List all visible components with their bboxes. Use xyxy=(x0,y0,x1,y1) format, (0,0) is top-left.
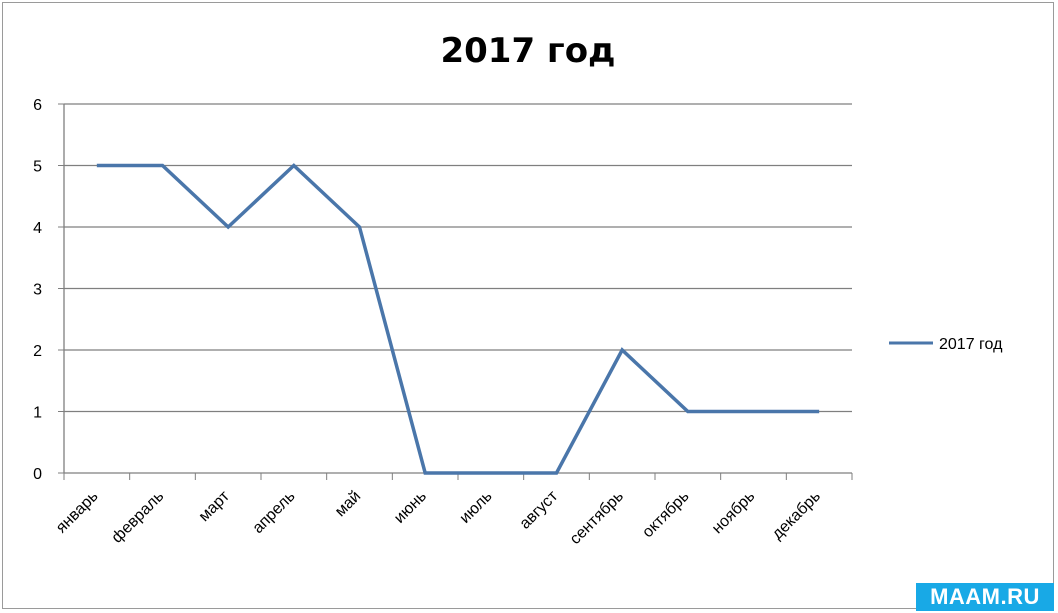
x-tick-label-март: март xyxy=(196,487,234,525)
x-tick-label-февраль: февраль xyxy=(109,488,168,547)
x-tick-label-октябрь: октябрь xyxy=(639,488,692,541)
y-tick-label-2: 2 xyxy=(33,343,42,360)
y-axis: 0 1 2 3 4 5 6 xyxy=(33,97,65,483)
y-tick-label-4: 4 xyxy=(33,220,42,237)
y-tick-label-6: 6 xyxy=(33,97,42,114)
x-tick-label-август: август xyxy=(517,487,562,532)
x-tick-label-сентябрь: сентябрь xyxy=(567,488,627,548)
x-tick-label-декабрь: декабрь xyxy=(769,488,824,543)
watermark-badge: MAAM.RU xyxy=(916,583,1054,611)
chart-title: 2017 год xyxy=(440,31,615,71)
y-tick-label-3: 3 xyxy=(33,282,42,299)
x-tick-label-апрель: апрель xyxy=(250,488,299,537)
series-line-0 xyxy=(96,163,820,475)
legend: 2017 год xyxy=(889,336,1003,353)
x-tick-label-январь: январь xyxy=(53,488,102,537)
y-tick-label-1: 1 xyxy=(33,405,42,422)
grid-lines xyxy=(64,103,852,474)
legend-label: 2017 год xyxy=(939,336,1003,353)
x-tick-label-ноябрь: ноябрь xyxy=(709,488,758,537)
series-group xyxy=(96,163,820,475)
y-tick-label-5: 5 xyxy=(33,159,42,176)
x-tick-label-июнь: июнь xyxy=(391,488,430,527)
x-tick-label-июль: июль xyxy=(457,488,496,527)
x-axis: январь февраль март апрель май июнь июль август… xyxy=(53,473,853,548)
y-tick-label-0: 0 xyxy=(33,466,42,483)
x-tick-label-май: май xyxy=(332,488,364,520)
